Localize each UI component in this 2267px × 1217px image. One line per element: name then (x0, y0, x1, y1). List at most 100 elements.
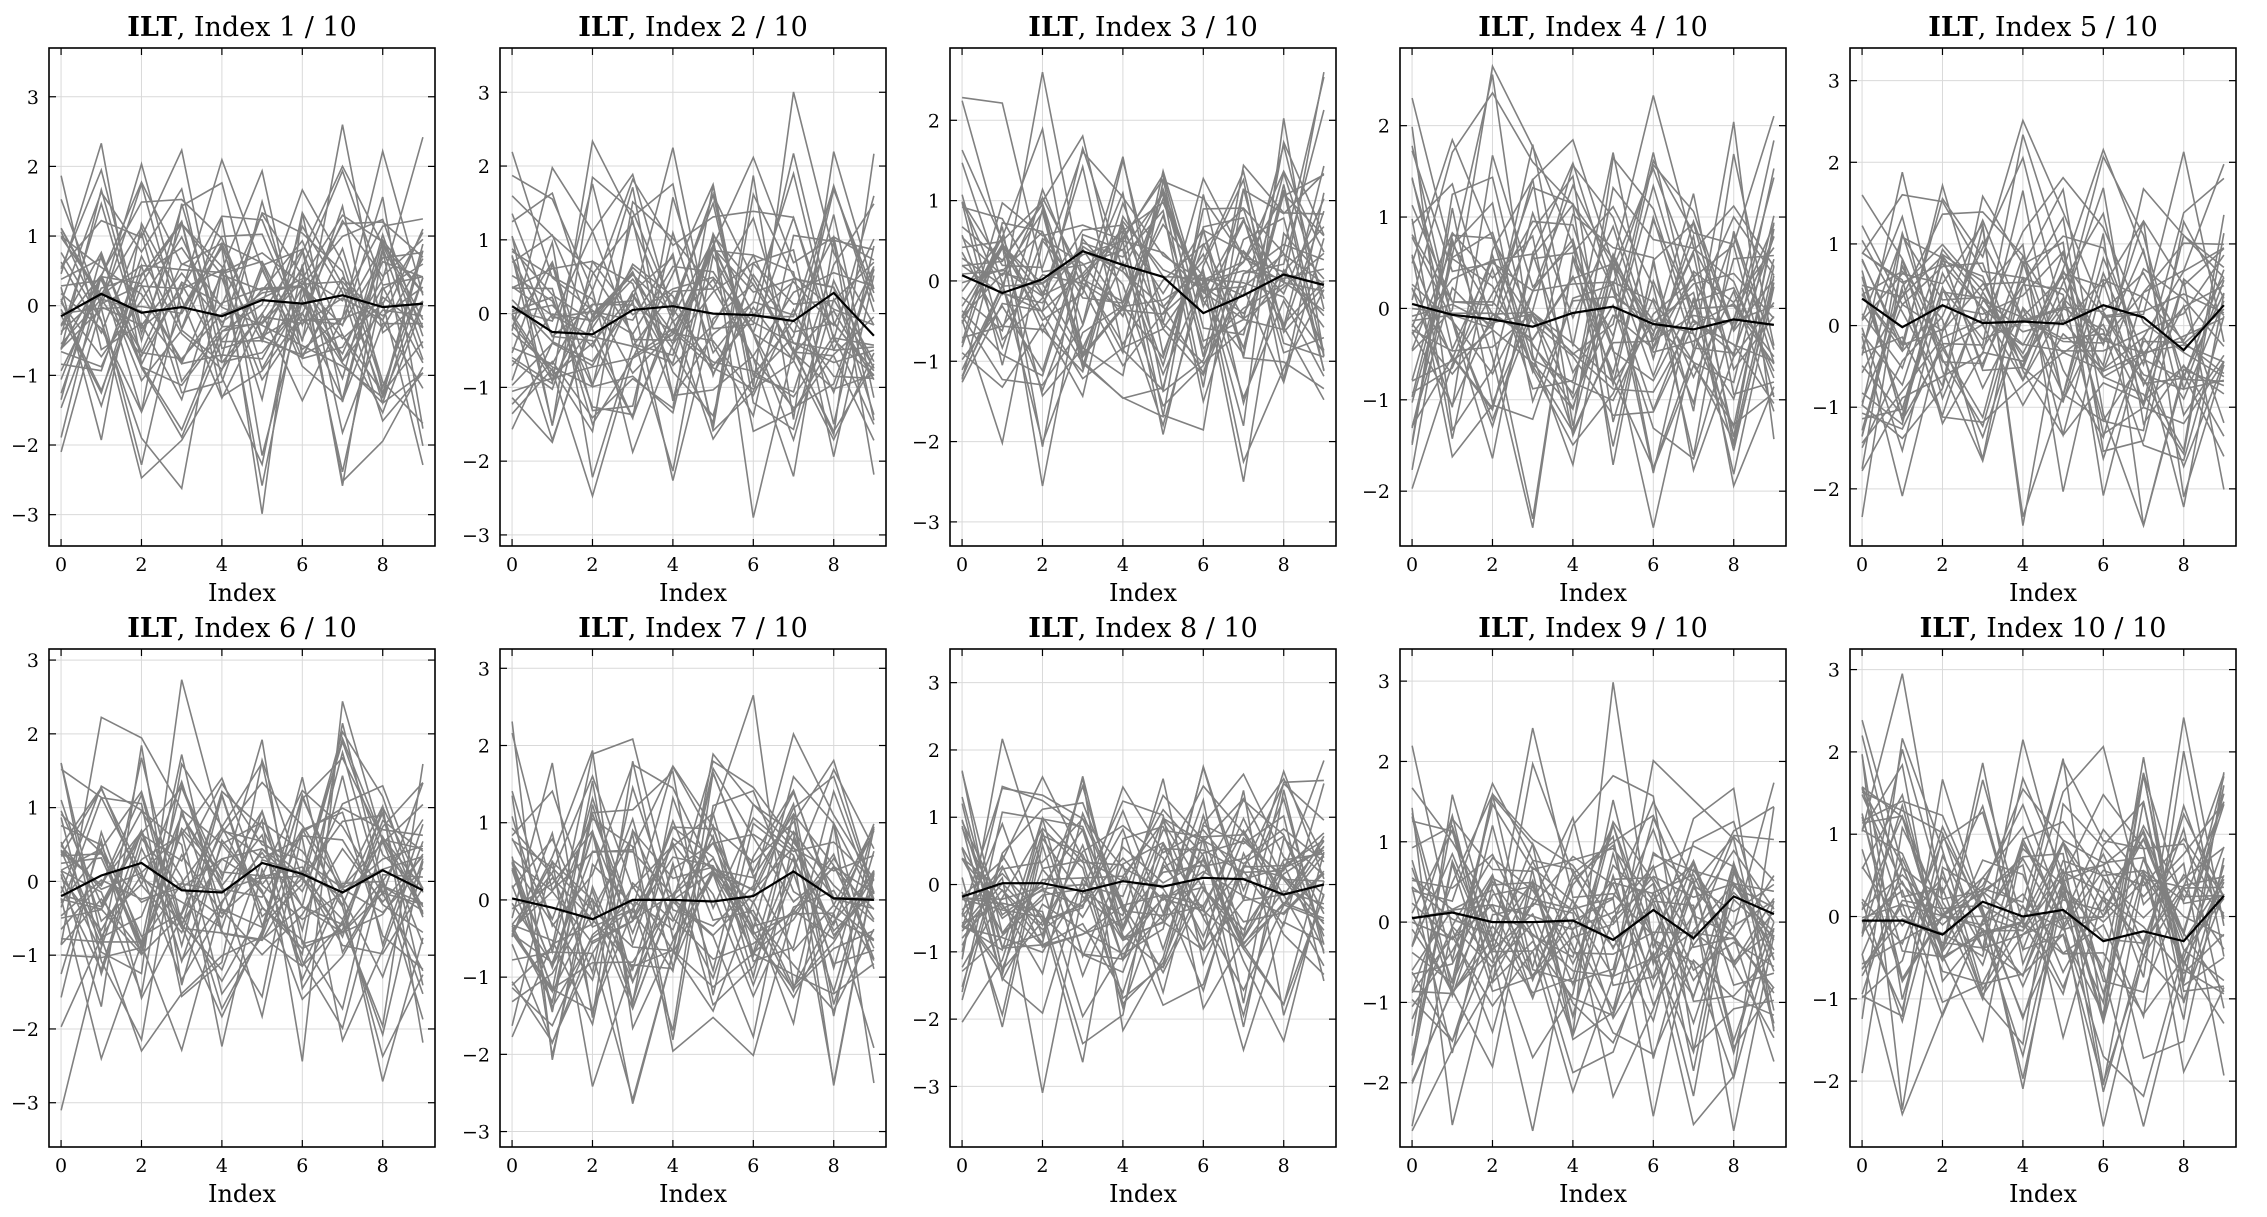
x-tick-label: 2 (135, 1155, 147, 1177)
x-axis-label: Index (1109, 1180, 1178, 1208)
sample-line (961, 172, 1325, 431)
x-tick-label: 4 (2017, 1155, 2029, 1177)
x-axis-label: Index (208, 1180, 277, 1208)
y-tick-label: −2 (1812, 479, 1840, 501)
x-tick-label: 2 (1936, 1155, 1948, 1177)
x-tick-label: 8 (2178, 554, 2190, 576)
y-tick-label: −3 (912, 1076, 940, 1098)
sample-line (511, 816, 875, 1038)
sample-line (511, 794, 875, 1006)
sample-line (511, 841, 875, 999)
sample-line (1411, 855, 1775, 1056)
sample-line (1411, 816, 1775, 1055)
axes-frame (1399, 47, 1787, 547)
sample-lines (60, 679, 424, 1111)
y-tick-label: −2 (11, 435, 39, 457)
sample-line (511, 262, 875, 442)
sample-lines (1861, 118, 2225, 529)
sample-line (961, 150, 1325, 482)
sample-line (1861, 800, 2225, 1025)
sample-line (511, 261, 875, 418)
sample-line (60, 181, 424, 423)
title-bold: ILT (127, 613, 177, 644)
y-tick-label: 1 (928, 807, 940, 829)
x-tick-label: 0 (1856, 1155, 1868, 1177)
sample-line (1861, 219, 2225, 432)
y-tick-label: −2 (11, 1019, 39, 1041)
sample-lines (511, 91, 875, 518)
sample-line (1411, 63, 1775, 447)
sample-line (961, 811, 1325, 1019)
subplot-2: 0 2 4 6 8 −3 −2 −1 0 1 2 3 Index ILT, Index 2 / 10 (462, 12, 887, 607)
y-tick-label: 1 (928, 191, 940, 213)
sample-line (511, 773, 875, 974)
sample-line (511, 215, 875, 346)
y-tick-label: −1 (1362, 992, 1390, 1014)
sample-line (1411, 843, 1775, 1081)
sample-line (1861, 242, 2225, 492)
y-tick-label: −3 (462, 525, 490, 547)
x-axis-label: Index (2009, 579, 2078, 607)
x-tick-label: 4 (1567, 1155, 1579, 1177)
sample-line (1861, 220, 2225, 498)
y-tick-label: −2 (1362, 481, 1390, 503)
sample-line (60, 776, 424, 932)
x-tick-label: 2 (1036, 554, 1048, 576)
title-bold: ILT (578, 613, 628, 644)
subplot-title: ILT, Index 3 / 10 (1028, 12, 1258, 43)
sample-line (961, 825, 1325, 1063)
x-tick-label: 8 (828, 554, 840, 576)
sample-line (1861, 673, 2225, 1127)
sample-line (1861, 719, 2225, 990)
sample-line (1411, 727, 1775, 1043)
sample-line (60, 231, 424, 440)
sample-line (1861, 776, 2225, 975)
y-tick-label: −2 (1362, 1073, 1390, 1095)
axes-frame (1399, 648, 1787, 1148)
title-bold: ILT (1920, 613, 1970, 644)
title-bold: ILT (1028, 12, 1078, 43)
sample-line (60, 781, 424, 956)
sample-line (1411, 859, 1775, 1056)
y-tick-label: −3 (912, 512, 940, 534)
title-rest: , Index 6 / 10 (177, 613, 357, 644)
y-tick-label: 3 (27, 650, 39, 672)
subplot-title: ILT, Index 5 / 10 (1928, 12, 2158, 43)
y-tick-label: 1 (1828, 824, 1840, 846)
sample-line (60, 776, 424, 1020)
x-tick-label: 2 (586, 554, 598, 576)
sample-lines (961, 71, 1325, 487)
mean-line (1861, 297, 2225, 352)
y-tick-label: −1 (1812, 989, 1840, 1011)
sample-line (961, 134, 1325, 401)
sample-line (1861, 134, 2225, 356)
title-rest: , Index 1 / 10 (177, 12, 357, 43)
sample-line (1411, 234, 1775, 447)
y-tick-label: 1 (1378, 832, 1390, 854)
sample-line (60, 792, 424, 1011)
sample-line (1411, 144, 1775, 447)
x-axis-label: Index (2009, 1180, 2078, 1208)
sample-line (962, 851, 1325, 1019)
sample-line (1861, 186, 2225, 529)
x-tick-label: 2 (1486, 554, 1498, 576)
sample-line (60, 227, 424, 424)
subplot-title: ILT, Index 7 / 10 (578, 613, 808, 644)
y-tick-label: 1 (1378, 207, 1390, 229)
x-tick-label: 2 (135, 554, 147, 576)
y-tick-label: 3 (478, 82, 490, 104)
x-tick-label: 4 (1117, 1155, 1129, 1177)
axes-frame (499, 47, 887, 547)
x-tick-label: 2 (1486, 1155, 1498, 1177)
subplot-1: 0 2 4 6 8 −3 −2 −1 0 1 2 3 Index ILT, Index 1 / 10 (11, 12, 436, 607)
y-tick-label: 3 (1828, 71, 1840, 93)
sample-line (511, 187, 875, 401)
subplot-3: 0 2 4 6 8 −3 −2 −1 0 1 2 Index ILT, Index 3 / 10 (912, 12, 1337, 607)
sample-line (511, 165, 875, 433)
sample-line (1411, 152, 1775, 471)
sample-line (511, 91, 875, 393)
y-tick-label: −1 (462, 377, 490, 399)
sample-line (511, 229, 875, 457)
y-tick-label: −1 (11, 945, 39, 967)
sample-line (1411, 215, 1775, 408)
